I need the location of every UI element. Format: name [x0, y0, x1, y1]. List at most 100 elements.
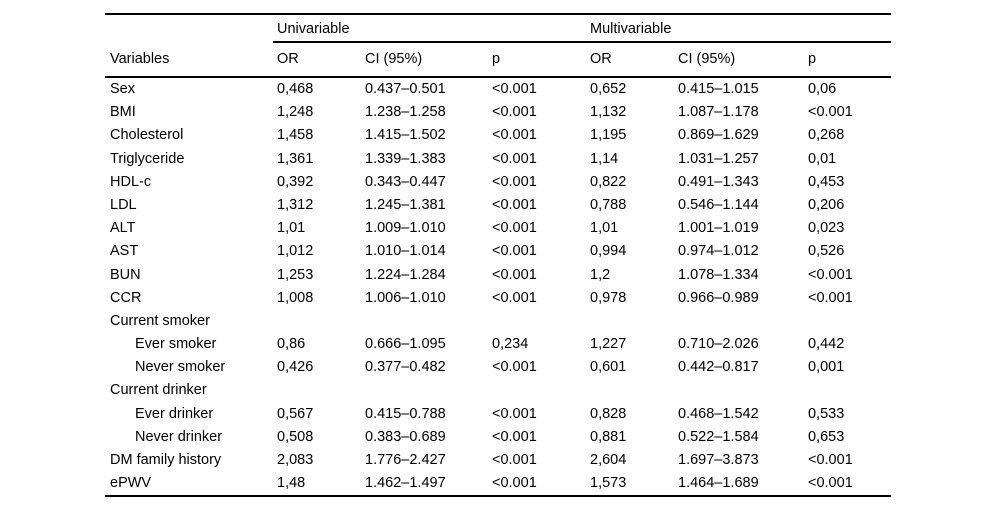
table-cell: 1.464–1.689	[678, 475, 759, 492]
table-cell: 1.415–1.502	[365, 127, 446, 144]
table-cell: 1,312	[277, 196, 314, 213]
row-label: BUN	[110, 266, 141, 283]
row-label: Never drinker	[135, 428, 223, 445]
table-cell: 1,132	[590, 104, 627, 121]
table-cell: 0,268	[808, 127, 845, 144]
table-cell: <0.001	[492, 475, 537, 492]
column-header-or-multivariable: OR	[590, 51, 612, 67]
table-cell: <0.001	[808, 289, 853, 306]
table-cell: 0,653	[808, 428, 845, 445]
column-header-p-univariable: p	[492, 51, 501, 67]
table-cell: 0,828	[590, 405, 627, 422]
table-cell: 0,652	[590, 81, 627, 97]
row-label: HDL-c	[110, 173, 152, 190]
table-cell: 2,083	[277, 452, 314, 468]
row-label: AST	[110, 243, 139, 260]
table-cell: 0.974–1.012	[678, 243, 759, 260]
table-cell: 0,234	[492, 336, 529, 353]
table-cell: 1,573	[590, 475, 627, 492]
row-label: Triglyceride	[110, 150, 185, 167]
table-cell: 0.442–0.817	[678, 359, 759, 376]
table-row: Never smoker 0,426 0.377–0.482 <0.001 0,601 0…	[105, 356, 891, 379]
table-cell: <0.001	[492, 452, 537, 468]
multivariable-group-header: Multivariable	[590, 21, 672, 37]
table-cell: 0,526	[808, 243, 845, 260]
row-label: Never smoker	[135, 359, 226, 376]
table-cell	[492, 310, 590, 333]
table-cell: 1.339–1.383	[365, 150, 446, 167]
table-cell: 0,601	[590, 359, 627, 376]
row-label: Cholesterol	[110, 127, 184, 144]
table-cell: 1.078–1.334	[678, 266, 759, 283]
table-cell: <0.001	[808, 266, 853, 283]
row-label: Ever smoker	[135, 336, 217, 353]
table-cell: 0.710–2.026	[678, 336, 759, 353]
table-row: Ever smoker 0,86 0.666–1.095 0,234 1,227 0.71…	[105, 333, 891, 356]
table-cell	[365, 310, 492, 333]
table-cell: 1.462–1.497	[365, 475, 446, 492]
table-cell: 1.087–1.178	[678, 104, 759, 121]
table-cell: 0.546–1.144	[678, 196, 759, 213]
table-row: Ever drinker 0,567 0.415–0.788 <0.001 0,828 0…	[105, 403, 891, 426]
table-cell: 1.009–1.010	[365, 220, 446, 237]
group-underline	[273, 41, 891, 43]
row-label: Ever drinker	[135, 405, 214, 422]
row-label: Sex	[110, 81, 135, 97]
table-cell: 0,06	[808, 81, 837, 97]
table-cell: <0.001	[808, 104, 853, 121]
table-row: Sex 0,468 0.437–0.501 <0.001 0,652 0.415–1.01…	[105, 78, 891, 101]
table-cell: <0.001	[492, 81, 537, 97]
table-cell: 1.224–1.284	[365, 266, 446, 283]
table-cell: 1,458	[277, 127, 314, 144]
table-cell: 0,978	[590, 289, 627, 306]
table-cell: 0.343–0.447	[365, 173, 446, 190]
table-cell: 1.006–1.010	[365, 289, 446, 306]
column-header-ci-multivariable: CI (95%)	[678, 51, 736, 67]
row-label: Current smoker	[110, 312, 210, 329]
table-cell	[365, 379, 492, 402]
table-cell: 0.383–0.689	[365, 428, 446, 445]
table-cell: <0.001	[492, 104, 537, 121]
table-cell: 0,86	[277, 336, 306, 353]
table-cell: 1,227	[590, 336, 627, 353]
row-label: DM family history	[110, 452, 222, 468]
column-header-p-multivariable: p	[808, 51, 817, 67]
regression-table: Univariable Multivariable Variables OR C…	[105, 13, 891, 498]
table-cell: 1,48	[277, 475, 306, 492]
table-cell: 0.869–1.629	[678, 127, 759, 144]
table-cell: 0,788	[590, 196, 627, 213]
table-cell: 0,881	[590, 428, 627, 445]
table-cell: <0.001	[492, 289, 537, 306]
table-cell: <0.001	[492, 220, 537, 237]
table-cell: 0.666–1.095	[365, 336, 446, 353]
table-body: Sex 0,468 0.437–0.501 <0.001 0,652 0.415–1.01…	[105, 78, 891, 495]
table-cell: 0,001	[808, 359, 845, 376]
table-cell: 1,14	[590, 150, 619, 167]
table-cell: 0,468	[277, 81, 314, 97]
table-row: AST 1,012 1.010–1.014 <0.001 0,994 0.974–1.01…	[105, 240, 891, 263]
table-cell: <0.001	[492, 173, 537, 190]
table-cell	[277, 310, 365, 333]
table-cell: 1,01	[277, 220, 306, 237]
table-cell	[492, 379, 590, 402]
table-cell: 0,426	[277, 359, 314, 376]
table-cell: 2,604	[590, 452, 627, 468]
table-cell: 0,994	[590, 243, 627, 260]
table-cell	[590, 379, 678, 402]
top-rule	[105, 13, 891, 15]
table-row: Triglyceride 1,361 1.339–1.383 <0.001 1,14 1.…	[105, 148, 891, 171]
table-cell: 0,453	[808, 173, 845, 190]
table-cell: <0.001	[492, 359, 537, 376]
table-cell: <0.001	[808, 475, 853, 492]
row-label: ePWV	[110, 475, 152, 492]
column-header-row: Variables OR CI (95%) p OR CI (95%) p	[105, 43, 891, 78]
column-header-or-univariable: OR	[277, 51, 299, 67]
table-cell: 1.031–1.257	[678, 150, 759, 167]
table-cell	[590, 310, 678, 333]
table-row: Current drinker	[105, 379, 891, 402]
table-cell: 1,2	[590, 266, 611, 283]
table-cell: 1,012	[277, 243, 314, 260]
table-cell	[808, 379, 891, 402]
table-row: BMI 1,248 1.238–1.258 <0.001 1,132 1.087–1.17…	[105, 101, 891, 124]
table-cell: <0.001	[492, 127, 537, 144]
